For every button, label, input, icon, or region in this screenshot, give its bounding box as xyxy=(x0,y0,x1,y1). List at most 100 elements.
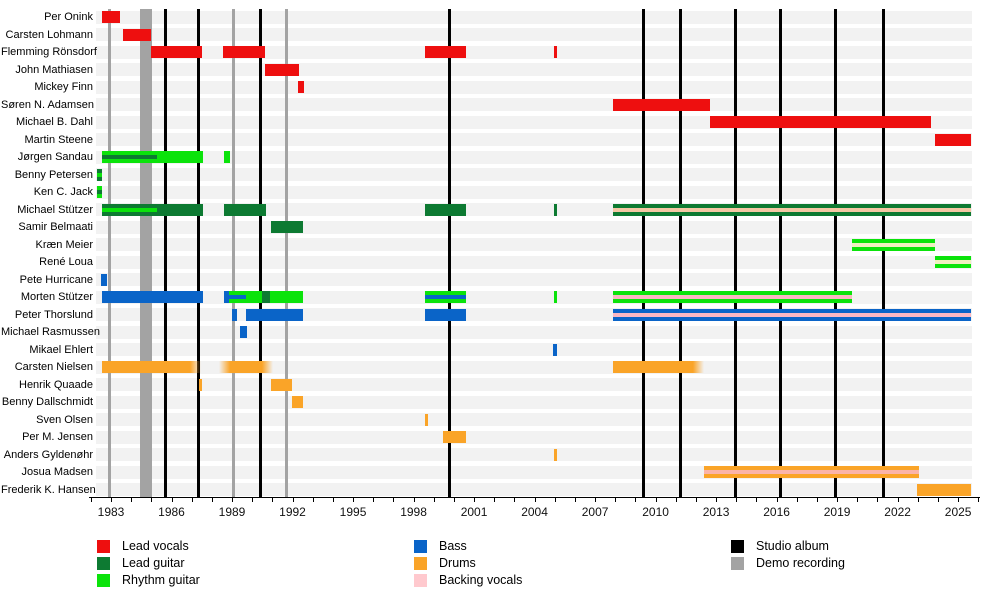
x-axis-tick xyxy=(211,498,213,502)
x-axis-tick xyxy=(716,498,718,502)
row-track xyxy=(96,378,972,391)
x-axis-tick xyxy=(857,498,859,502)
x-axis-tick xyxy=(554,498,556,502)
legend-lead-guitar-label: Lead guitar xyxy=(122,556,185,570)
x-axis-tick xyxy=(453,498,455,502)
legend-demo-recording-swatch xyxy=(731,557,744,570)
timeline-bar-bass xyxy=(240,326,248,338)
timeline-bar-bass xyxy=(223,291,230,303)
studio-album-line xyxy=(882,9,885,497)
legend-lead-vocals-label: Lead vocals xyxy=(122,539,189,553)
x-axis-tick xyxy=(595,498,597,502)
x-axis-tick xyxy=(353,498,355,502)
member-label: Mikael Ehlert xyxy=(29,343,93,356)
x-axis-tick xyxy=(252,498,254,502)
x-axis-year-label: 2001 xyxy=(460,505,488,519)
timeline-bar-lead-vocals xyxy=(265,63,299,76)
timeline-bar-drums xyxy=(218,361,274,373)
timeline-bar-lead-vocals xyxy=(710,116,931,128)
row-track xyxy=(96,185,972,199)
demo-recording-line xyxy=(146,9,149,497)
x-axis-tick xyxy=(292,498,294,502)
timeline-bar-lead-guitar xyxy=(553,203,557,216)
timeline-bar-bass xyxy=(424,308,466,321)
member-label: Carsten Nielsen xyxy=(14,361,93,373)
row-track xyxy=(96,255,972,269)
x-axis-tick xyxy=(655,498,657,502)
timeline-bar-rhythm-guitar xyxy=(101,151,203,163)
x-axis-year-label: 1986 xyxy=(158,505,185,519)
x-axis-tick xyxy=(151,498,153,502)
role-stripe-bass xyxy=(424,295,466,299)
timeline-bar-lead-vocals xyxy=(553,46,557,58)
role-stripe-rhythm-guitar xyxy=(96,172,102,177)
row-track xyxy=(96,325,972,339)
member-label: René Loua xyxy=(39,256,93,268)
member-label: Josua Madsen xyxy=(21,466,93,478)
x-axis-tick xyxy=(474,498,476,502)
member-label: Henrik Quaade xyxy=(19,378,93,391)
timeline-bar-drums xyxy=(553,448,557,461)
role-stripe-backing-vocals xyxy=(934,260,972,264)
timeline-bar-rhythm-guitar xyxy=(852,238,935,251)
role-stripe-backing-vocals xyxy=(613,312,972,317)
timeline-bar-drums xyxy=(442,431,466,443)
timeline-bar-rhythm-guitar xyxy=(553,291,557,303)
timeline-bar-bass xyxy=(613,308,972,321)
x-axis-tick xyxy=(675,498,677,502)
x-axis-tick xyxy=(978,498,980,502)
row-track xyxy=(96,360,972,374)
member-label: Sven Olsen xyxy=(36,413,93,426)
x-axis-year-label: 2016 xyxy=(763,505,790,519)
member-label: Ken C. Jack xyxy=(33,186,93,198)
timeline-bar-rhythm-guitar xyxy=(223,151,230,163)
x-axis-tick xyxy=(837,498,839,502)
x-axis-year-label: 2013 xyxy=(702,505,730,519)
timeline-bar-lead-guitar xyxy=(271,221,303,233)
legend-drums-label: Drums xyxy=(439,556,476,570)
member-label: Per M. Jensen xyxy=(22,431,93,443)
role-stripe-lead-guitar xyxy=(96,190,102,194)
legend-rhythm-guitar-swatch xyxy=(97,574,110,587)
member-label: Michael B. Dahl xyxy=(15,116,93,128)
timeline-bar-drums xyxy=(271,378,292,391)
demo-recording-line xyxy=(108,9,112,497)
row-track xyxy=(96,28,972,41)
member-label: Anders Gyldenøhr xyxy=(3,448,93,461)
role-stripe-backing-vocals xyxy=(852,242,935,247)
member-label: Carsten Lohmann xyxy=(5,28,93,41)
member-label: Benny Dallschmidt xyxy=(1,396,93,408)
x-axis-tick xyxy=(393,498,395,502)
timeline-bar-drums xyxy=(291,396,303,408)
member-label: John Mathiasen xyxy=(15,63,93,76)
x-axis-year-label: 1989 xyxy=(218,505,246,519)
member-label: Per Onink xyxy=(44,11,93,23)
x-axis-year-label: 1995 xyxy=(339,505,367,519)
timeline-bar-lead-vocals xyxy=(123,28,152,41)
legend-rhythm-guitar-label: Rhythm guitar xyxy=(122,573,200,587)
studio-album-line xyxy=(641,9,645,497)
demo-recording-line xyxy=(284,9,288,497)
member-label: Samir Belmaati xyxy=(18,221,93,233)
timeline-bar-drums xyxy=(101,361,201,373)
timeline-bar-lead-vocals xyxy=(222,46,266,58)
timeline-bar-lead-guitar xyxy=(613,203,972,216)
x-axis-year-label: 1992 xyxy=(279,505,306,519)
x-axis-tick xyxy=(574,498,576,502)
legend-backing-vocals-swatch xyxy=(414,574,427,587)
legend-bass-swatch xyxy=(414,540,427,553)
timeline-bar-drums xyxy=(424,413,428,426)
legend-backing-vocals-label: Backing vocals xyxy=(439,573,523,587)
demo-recording-line xyxy=(139,9,143,497)
x-axis-year-label: 2004 xyxy=(521,505,548,519)
x-axis-tick xyxy=(131,498,133,502)
x-axis-year-label: 2010 xyxy=(642,505,669,519)
timeline-bar-lead-vocals xyxy=(101,11,121,23)
studio-album-line xyxy=(679,9,683,497)
row-track xyxy=(96,220,972,234)
x-axis-tick xyxy=(958,498,960,502)
x-axis-year-label: 2025 xyxy=(944,505,972,519)
x-axis-line xyxy=(88,497,981,498)
timeline-bar-lead-guitar xyxy=(223,203,267,216)
legend-studio-album-swatch xyxy=(731,540,744,553)
